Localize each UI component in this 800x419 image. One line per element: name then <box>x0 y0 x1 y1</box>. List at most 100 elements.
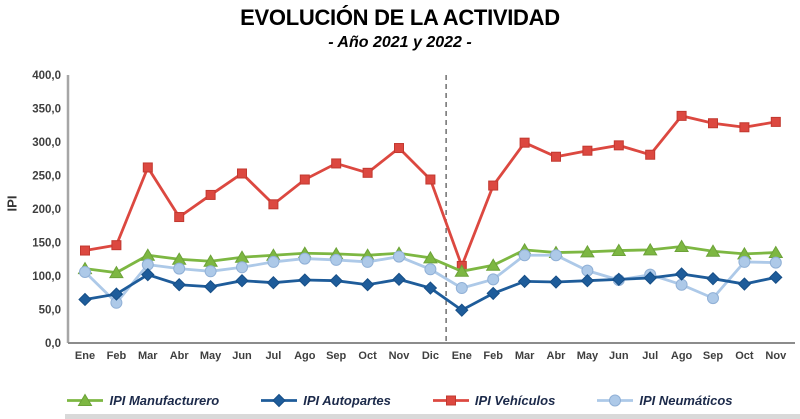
x-tick-label: Abr <box>547 350 567 362</box>
triangle-marker <box>423 250 438 264</box>
diamond-marker <box>455 303 469 317</box>
x-tick-label: Jun <box>609 350 629 362</box>
diamond-marker <box>141 267 155 282</box>
series-ipi-autopartes <box>78 267 783 317</box>
square-legend-icon <box>432 395 469 405</box>
y-tick-label: 150,0 <box>32 238 61 250</box>
diamond-marker <box>235 273 249 288</box>
square-marker <box>174 212 185 223</box>
square-marker <box>770 116 781 127</box>
diamond-marker <box>298 273 312 287</box>
diamond-legend-icon <box>261 393 298 407</box>
square-marker <box>582 145 593 156</box>
triangle-marker <box>485 258 501 271</box>
triangle-marker <box>705 244 721 257</box>
circle-marker <box>518 249 531 262</box>
x-tick-label: Oct <box>358 350 377 362</box>
diamond-marker <box>737 277 752 291</box>
x-tick-label: Feb <box>483 350 503 362</box>
square-marker <box>331 158 342 169</box>
chart-title: EVOLUCIÓN DE LA ACTIVIDAD <box>240 5 560 30</box>
diamond-marker <box>486 286 500 301</box>
square-marker <box>237 168 247 179</box>
circle-marker <box>393 250 405 263</box>
triangle-marker <box>611 243 627 257</box>
diamond-marker <box>517 274 532 289</box>
diamond-marker <box>172 278 186 292</box>
diamond-marker <box>674 267 689 281</box>
x-tick-label: May <box>200 350 222 362</box>
square-marker <box>613 140 624 151</box>
x-tick-label: Jul <box>265 350 281 362</box>
circle-legend-icon <box>597 394 634 406</box>
diamond-marker <box>706 271 720 286</box>
y-tick-label: 300,0 <box>32 137 61 149</box>
diamond-marker <box>109 287 124 301</box>
triangle-legend-icon <box>67 393 104 406</box>
legend-label: IPI Vehículos <box>474 392 556 408</box>
circle-marker <box>361 255 374 268</box>
square-marker <box>445 395 456 405</box>
triangle-marker <box>109 265 124 279</box>
diamond-marker <box>272 393 286 407</box>
y-tick-label: 250,0 <box>32 171 61 183</box>
x-tick-label: Ago <box>294 350 316 362</box>
x-tick-label: Ene <box>452 350 472 362</box>
square-marker <box>268 199 279 210</box>
diamond-marker <box>329 273 343 288</box>
square-marker <box>645 149 656 160</box>
x-tick-label: Sep <box>326 350 346 362</box>
diamond-marker <box>612 272 626 287</box>
x-tick-label: Abr <box>170 350 190 362</box>
diamond-marker <box>392 272 406 287</box>
x-tick-label: Jun <box>232 350 252 362</box>
diamond-marker <box>580 273 595 288</box>
chart-legend: IPI Manufacturero IPI Autopartes IPI Vehíc… <box>0 388 800 412</box>
x-tick-label: Nov <box>389 350 411 362</box>
legend-item-ipi-neumáticos: IPI Neumáticos <box>597 392 733 408</box>
legend-item-ipi-manufacturero: IPI Manufacturero <box>67 393 219 408</box>
x-tick-label: Feb <box>107 350 127 362</box>
circle-marker <box>738 255 751 268</box>
square-marker <box>676 110 687 121</box>
x-tick-label: Mar <box>515 350 535 362</box>
diamond-marker <box>360 278 375 292</box>
legend-item-ipi-vehículos: IPI Vehículos <box>432 392 556 408</box>
triangle-marker <box>78 393 93 406</box>
circle-marker <box>707 292 719 305</box>
square-marker <box>299 174 310 185</box>
circle-marker <box>609 394 622 406</box>
x-tick-label: May <box>577 350 599 362</box>
diamond-marker <box>78 292 92 307</box>
square-marker <box>80 245 90 256</box>
diamond-marker <box>266 275 281 290</box>
x-tick-label: Nov <box>765 350 787 362</box>
y-tick-label: 0,0 <box>45 338 61 350</box>
diamond-marker <box>549 275 563 289</box>
y-tick-label: 50,0 <box>39 305 61 317</box>
y-tick-label: 100,0 <box>32 271 61 283</box>
square-marker <box>142 162 153 173</box>
x-tick-label: Dic <box>422 350 439 362</box>
series-line <box>84 114 777 270</box>
square-marker <box>205 189 216 200</box>
square-marker <box>551 151 561 162</box>
diamond-marker <box>423 281 438 295</box>
x-tick-label: Ago <box>671 350 693 362</box>
bottom-scroll-strip <box>65 414 800 419</box>
chart-subtitle: - Año 2021 y 2022 - <box>328 34 472 51</box>
circle-marker <box>455 282 468 295</box>
diamond-marker <box>769 270 783 285</box>
legend-label: IPI Neumáticos <box>639 392 733 408</box>
x-tick-label: Oct <box>735 350 754 362</box>
square-marker <box>708 118 718 129</box>
series-ipi-manufacturero <box>77 239 784 279</box>
square-marker <box>519 137 530 148</box>
diamond-marker <box>643 271 657 285</box>
triangle-marker <box>454 264 470 277</box>
circle-marker <box>204 265 217 278</box>
circle-marker <box>424 263 437 276</box>
triangle-marker <box>580 244 595 258</box>
circle-marker <box>267 255 280 268</box>
